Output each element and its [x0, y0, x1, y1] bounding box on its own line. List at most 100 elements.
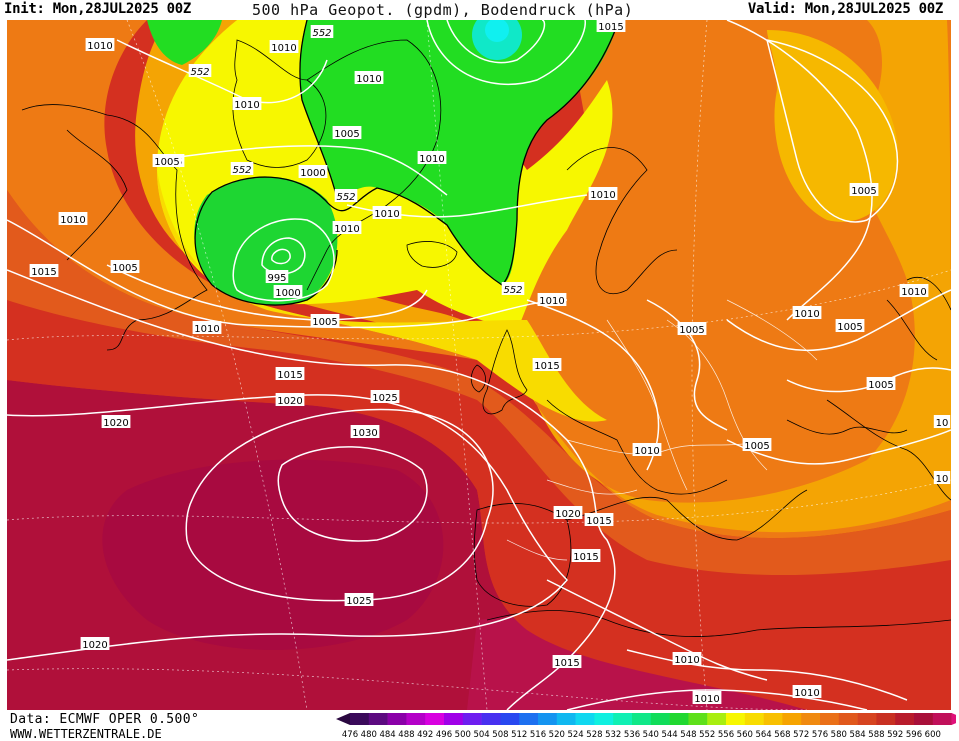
map-header: Init: Mon,28JUL2025 00Z 500 hPa Geopot. …	[0, 0, 959, 20]
scale-swatch	[519, 713, 539, 725]
isobar-label-bg	[29, 264, 59, 277]
contour-552	[194, 20, 620, 286]
geopotential-label-bg	[188, 64, 212, 77]
isobar-label-bg	[742, 438, 772, 451]
isobar-label-partial: 10	[936, 474, 949, 485]
isobar-label: 1010	[87, 41, 112, 52]
map-footer: Data: ECMWF OPER 0.500° WWW.WETTERZENTRA…	[0, 710, 959, 741]
isobar-label: 1010	[374, 209, 399, 220]
isobar-label-bg	[370, 390, 400, 403]
geopotential-label: 552	[190, 67, 209, 78]
isobar-label-bg	[152, 154, 182, 167]
isobar-label-bg	[354, 71, 384, 84]
scale-swatch	[425, 713, 445, 725]
isobar-label: 1010	[334, 224, 359, 235]
scale-tick-label: 600	[925, 730, 941, 740]
scale-tick-label: 520	[549, 730, 565, 740]
scale-swatch	[594, 713, 614, 725]
isobar-label-bg	[80, 637, 110, 650]
scale-swatch	[820, 713, 840, 725]
scale-swatch	[538, 713, 558, 725]
isobar-label: 1005	[868, 380, 893, 391]
geopotential-label: 552	[312, 28, 331, 39]
scale-swatch	[707, 713, 727, 725]
isobar-label: 1010	[674, 655, 699, 666]
isobar-label-bg	[85, 38, 115, 51]
geopotential-label: 552	[232, 165, 251, 176]
isobar-label: 1005	[312, 317, 337, 328]
geopotential-label: 552	[503, 285, 522, 296]
scale-swatch	[556, 713, 576, 725]
field-crimson-deep	[102, 459, 444, 650]
isobar-high-north	[446, 20, 546, 64]
isobar-label-bg	[677, 322, 707, 335]
isobar-label: 1015	[586, 516, 611, 527]
isobar-label: 1025	[372, 393, 397, 404]
isobar-1015-med	[546, 579, 768, 681]
scale-swatch	[782, 713, 802, 725]
field-green-north	[299, 20, 619, 285]
isobar-label-bg	[835, 319, 865, 332]
latlon-grid	[7, 20, 951, 710]
scale-tick-label: 568	[774, 730, 790, 740]
scale-tick-label: 500	[455, 730, 471, 740]
scale-tick-label: 564	[755, 730, 771, 740]
scale-swatch	[763, 713, 783, 725]
isobar-label-bg	[372, 206, 402, 219]
isobar-1025	[185, 408, 494, 602]
scale-swatch	[726, 713, 746, 725]
scale-tick-label: 480	[361, 730, 377, 740]
isobar-label-bg	[571, 549, 601, 562]
isobar-label-bg	[584, 513, 614, 526]
isobar-label: 1005	[154, 157, 179, 168]
isobar-label-bg	[269, 40, 299, 53]
geopotential-label-bg	[310, 25, 334, 38]
weather-map: 1010101010101005100010101010100510101010…	[7, 20, 951, 710]
isobar-label-bg	[332, 126, 362, 139]
isobar-label: 1000	[275, 288, 300, 299]
scale-swatch	[895, 713, 915, 725]
scale-tick-label: 540	[643, 730, 659, 740]
scale-tick-label: 596	[906, 730, 922, 740]
scale-arrow-left	[336, 713, 350, 725]
scale-tick-label: 584	[849, 730, 865, 740]
isobar-label-bg	[632, 443, 662, 456]
isobar-label-bg	[553, 506, 583, 519]
isobar-label: 1015	[534, 361, 559, 372]
geopotential-label-bg	[230, 162, 254, 175]
isobar-label-bg	[417, 151, 447, 164]
isobar-label: 1015	[31, 267, 56, 278]
isobar-label: 1025	[346, 596, 371, 607]
isobar-1010-ne	[726, 20, 873, 321]
scale-swatch	[632, 713, 652, 725]
isobar-label: 1010	[694, 694, 719, 705]
isobar-1030	[277, 446, 428, 542]
isobar-label: 1010	[634, 446, 659, 457]
scale-tick-label: 492	[417, 730, 433, 740]
data-source: Data: ECMWF OPER 0.500°	[10, 712, 200, 727]
isobar-label-bg	[866, 377, 896, 390]
field-cyan-center	[485, 20, 509, 42]
geopotential-label-bg	[501, 282, 525, 295]
isobar-990	[271, 248, 291, 265]
isobar-label-bg	[792, 685, 822, 698]
isobar-label: 1005	[744, 441, 769, 452]
isobar-label: 1015	[573, 552, 598, 563]
isobar-label: 1005	[334, 129, 359, 140]
isobar-label-bg	[537, 293, 567, 306]
isobar-label: 1010	[234, 100, 259, 111]
scale-swatch	[876, 713, 896, 725]
isobar-high-north2	[426, 20, 586, 85]
init-time: Init: Mon,28JUL2025 00Z	[4, 1, 191, 17]
isobar-label: 1010	[901, 287, 926, 298]
isobar-label-bg	[532, 358, 562, 371]
field-orange-nw	[7, 20, 477, 360]
geopotential-label-bg	[334, 189, 358, 202]
isobar-label-bg	[275, 367, 305, 380]
isobar-1015	[7, 269, 616, 710]
isobar-label: 1005	[837, 322, 862, 333]
isobar-label-bg	[192, 321, 222, 334]
scale-swatch	[650, 713, 670, 725]
isobar-1010-west	[7, 219, 568, 329]
isobar-label: 1005	[851, 186, 876, 197]
